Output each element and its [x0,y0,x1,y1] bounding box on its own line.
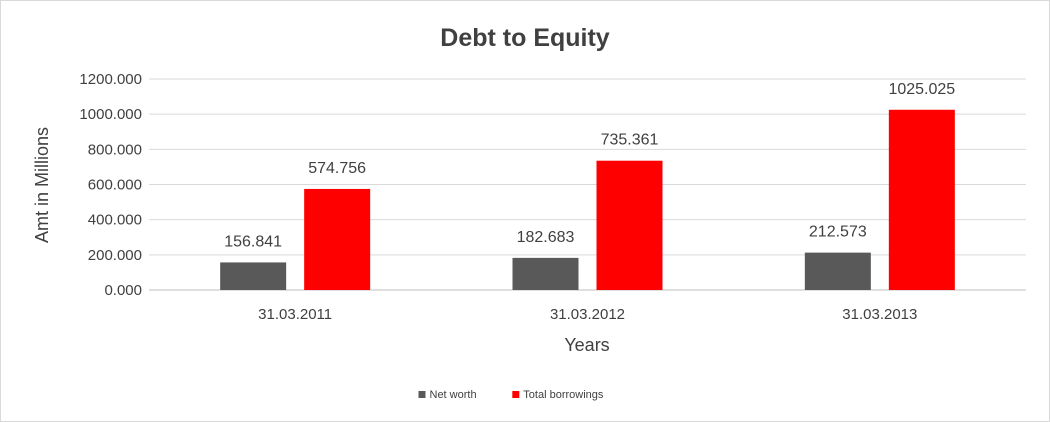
data-label: 735.361 [601,132,659,149]
chart-title: Debt to Equity [440,24,610,52]
gridlines [149,78,1026,291]
bar [888,109,955,290]
legend-swatch [418,391,426,398]
y-tick-label: 400.000 [88,212,142,229]
bar [304,188,371,290]
y-tick-label: 0.000 [104,282,142,299]
data-label: 1025.025 [888,81,955,98]
x-tick-label: 31.03.2012 [550,306,625,323]
data-labels: 156.841 574.756 182.683 735.361 212.573 1025.… [224,81,955,251]
y-axis-title: Amt in Millions [32,127,52,243]
y-tick-label: 1000.000 [79,106,142,123]
y-tick-label: 800.000 [88,141,142,158]
bar [512,257,579,290]
data-label: 574.756 [308,160,366,177]
legend-label: Net worth [430,389,477,401]
legend-swatch [512,391,520,398]
x-tick-label: 31.03.2011 [258,306,332,323]
data-label: 212.573 [809,224,867,241]
y-axis-tick-labels: 0.000 200.000 400.000 600.000 800.000 1000.00… [79,71,142,299]
bar [220,262,287,290]
y-tick-label: 600.000 [88,177,142,194]
bars [220,109,955,290]
bar [804,252,871,290]
x-axis-title: Years [564,335,609,355]
data-label: 156.841 [224,233,282,250]
x-axis-tick-labels: 31.03.2011 31.03.2012 31.03.2013 [258,306,917,323]
x-tick-label: 31.03.2013 [842,306,917,323]
legend: Net worth Total borrowings [418,389,604,401]
y-tick-label: 200.000 [88,247,142,264]
bar [596,160,663,290]
legend-label: Total borrowings [523,389,604,401]
y-tick-label: 1200.000 [79,71,142,88]
data-label: 182.683 [517,229,575,246]
